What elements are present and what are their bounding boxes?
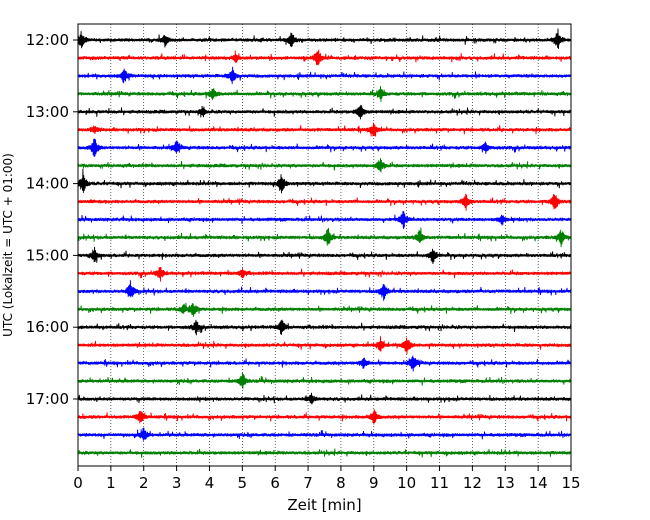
plot-frame	[77, 23, 572, 467]
x-tick-label: 9	[369, 474, 379, 492]
trace-1530	[77, 280, 572, 301]
x-tick-label: 4	[205, 474, 215, 492]
trace-1615	[77, 336, 572, 355]
y-tick-label: 15:00	[26, 246, 69, 264]
y-axis-ticks: 12:00 13:00 14:00 15:00 16:00 17:00	[26, 31, 78, 408]
trace-1630	[77, 355, 572, 372]
y-tick-label: 17:00	[26, 390, 69, 408]
y-tick-label: 12:00	[26, 31, 69, 49]
x-axis-label: Zeit [min]	[287, 496, 361, 514]
trace-layer	[77, 28, 572, 458]
x-tick-label: 7	[303, 474, 313, 492]
trace-1300	[77, 104, 572, 120]
trace-1600	[77, 319, 572, 336]
x-tick-label: 1	[106, 474, 116, 492]
trace-1315	[77, 122, 572, 137]
trace-1715	[77, 409, 572, 425]
trace-1345	[77, 158, 572, 173]
x-axis-ticks: 0 1 2 3 4 5 6 7 8 9 10 11 12 13 14 15	[73, 466, 581, 492]
x-tick-label: 13	[496, 474, 515, 492]
x-tick-label: 2	[139, 474, 149, 492]
trace-1645	[77, 372, 572, 389]
x-tick-label: 14	[529, 474, 548, 492]
x-tick-label: 3	[172, 474, 182, 492]
trace-1200	[77, 28, 572, 49]
x-tick-label: 15	[561, 474, 580, 492]
trace-1515	[77, 266, 572, 282]
trace-1245	[77, 86, 572, 102]
x-tick-label: 0	[73, 474, 83, 492]
x-tick-label: 8	[336, 474, 346, 492]
y-tick-label: 16:00	[26, 318, 69, 336]
trace-1745	[77, 448, 572, 458]
y-axis-label: UTC (Lokalzeit = UTC + 01:00)	[1, 153, 15, 337]
trace-1700	[77, 392, 572, 405]
y-tick-label: 13:00	[26, 103, 69, 121]
trace-1730	[77, 427, 572, 441]
trace-1545	[77, 302, 572, 317]
x-tick-label: 5	[238, 474, 248, 492]
trace-1330	[77, 138, 572, 157]
trace-1400	[77, 168, 572, 194]
trace-1445	[77, 227, 572, 248]
x-tick-label: 12	[463, 474, 482, 492]
y-tick-label: 14:00	[26, 175, 69, 193]
trace-1430	[77, 211, 572, 230]
trace-1215	[77, 49, 572, 66]
x-tick-label: 10	[397, 474, 416, 492]
trace-1415	[77, 193, 572, 211]
trace-1500	[77, 246, 572, 265]
x-tick-label: 6	[270, 474, 280, 492]
trace-1230	[77, 66, 572, 85]
x-tick-label: 11	[430, 474, 449, 492]
